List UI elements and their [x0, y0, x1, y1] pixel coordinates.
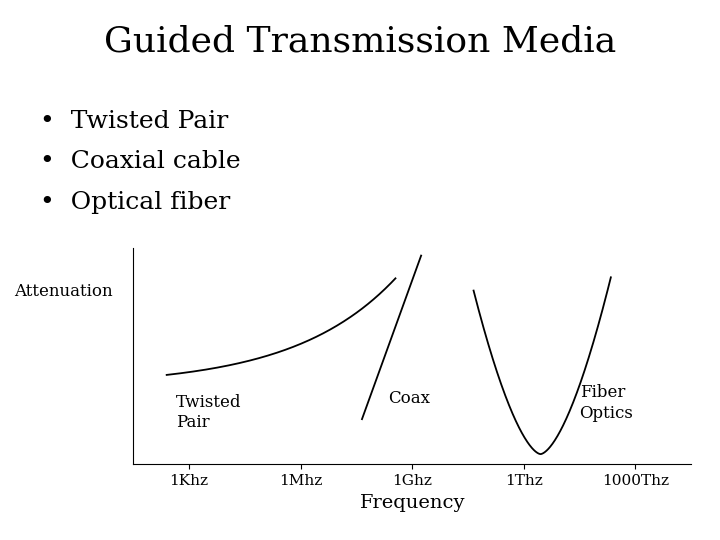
X-axis label: Frequency: Frequency	[359, 494, 465, 512]
Text: •  Twisted Pair: • Twisted Pair	[40, 110, 228, 133]
Text: Twisted
Pair: Twisted Pair	[176, 394, 241, 431]
Text: Guided Transmission Media: Guided Transmission Media	[104, 24, 616, 58]
Text: Fiber
Optics: Fiber Optics	[580, 384, 634, 422]
Text: •  Optical fiber: • Optical fiber	[40, 191, 230, 214]
Text: Coax: Coax	[387, 390, 430, 407]
Text: Attenuation: Attenuation	[14, 283, 113, 300]
Text: •  Coaxial cable: • Coaxial cable	[40, 151, 240, 173]
